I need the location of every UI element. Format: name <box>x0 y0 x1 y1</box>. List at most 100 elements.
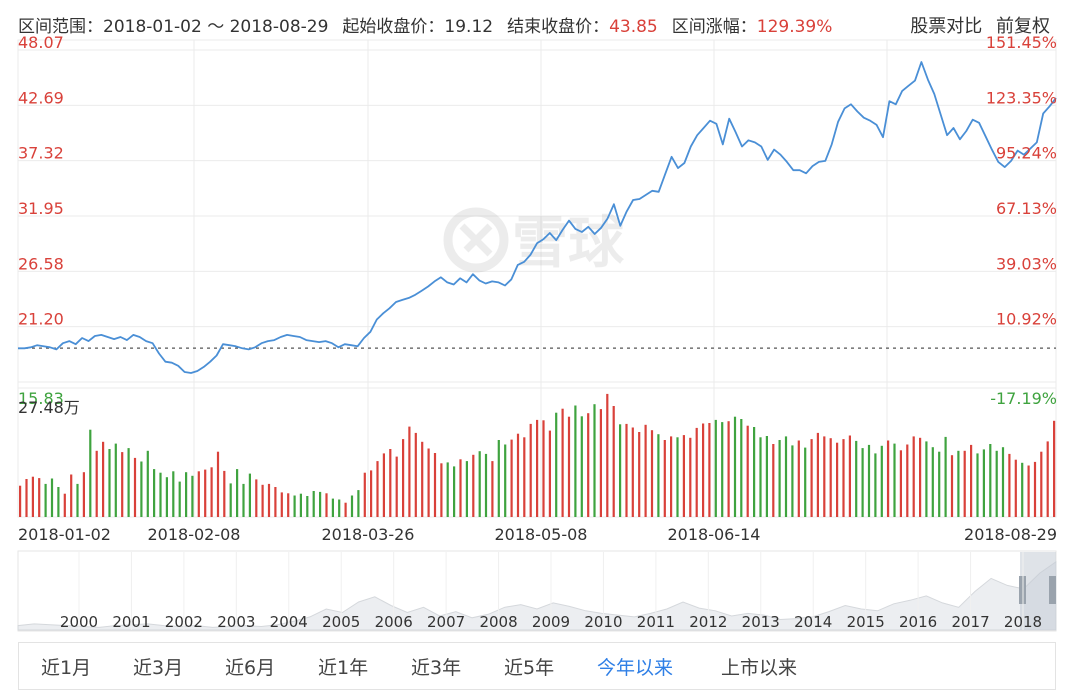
volume-bar <box>402 439 405 517</box>
volume-bar <box>472 454 475 517</box>
volume-max-label: 27.48万 <box>18 398 80 417</box>
volume-bar <box>153 469 156 517</box>
range-tab[interactable]: 近5年 <box>504 657 555 679</box>
overview-year-label: 2009 <box>532 613 570 631</box>
volume-bar <box>778 440 781 517</box>
overview-panel[interactable]: 2000 2001 2002 2003 2004 2005 2006 2007 2008 2009… <box>17 550 1057 632</box>
volume-bar <box>491 461 494 517</box>
volume-bar <box>925 441 928 517</box>
header-actions: 股票对比 前复权 <box>902 12 1050 38</box>
range-tab[interactable]: 近3年 <box>411 657 462 679</box>
volume-bar <box>542 420 545 517</box>
volume-bar <box>567 416 571 517</box>
overview-right-handle[interactable] <box>1049 576 1056 604</box>
volume-bar <box>995 450 998 517</box>
overview-area <box>17 560 1057 631</box>
volume-bar <box>759 437 762 517</box>
volume-bar <box>810 439 813 517</box>
overview-year-label: 2016 <box>899 613 937 631</box>
volume-bar <box>38 478 41 517</box>
volume-bar <box>823 436 826 517</box>
volume-bar <box>963 450 966 517</box>
volume-bar <box>708 423 711 517</box>
volume-bar <box>574 405 577 517</box>
right-tick-label: 123.35% <box>986 88 1057 107</box>
volume-bar <box>408 426 411 517</box>
volume-bar <box>197 471 200 517</box>
left-axis: 48.07 42.69 37.32 31.95 26.58 21.20 15.83 <box>18 33 64 408</box>
overview-year-label: 2013 <box>742 613 780 631</box>
overview-year-label: 2005 <box>322 613 360 631</box>
overview-year-axis: 2000 2001 2002 2003 2004 2005 2006 2007 2008 2009… <box>60 552 1042 631</box>
volume-bar <box>791 445 794 517</box>
volume-bar <box>395 456 398 517</box>
left-tick-label: 31.95 <box>18 199 64 218</box>
volume-bar <box>906 444 909 517</box>
volume-bar <box>331 498 334 517</box>
volume-bar <box>229 483 232 517</box>
overview-year-label: 2011 <box>637 613 675 631</box>
volume-bar <box>82 472 85 517</box>
left-tick-label: 42.69 <box>18 88 64 107</box>
volume-bar <box>70 474 73 517</box>
x-tick-label: 2018-03-26 <box>322 525 415 544</box>
stock-compare-button[interactable]: 股票对比 <box>910 16 983 37</box>
overview-year-label: 2015 <box>847 613 885 631</box>
volume-bar <box>1053 420 1056 517</box>
volume-bar <box>689 437 692 517</box>
volume-bar <box>836 442 839 517</box>
volume-bar <box>133 457 137 517</box>
range-tab[interactable]: 近1年 <box>318 657 369 679</box>
volume-bar <box>625 423 628 517</box>
x-axis: 2018-01-02 2018-02-08 2018-03-26 2018-05-08… <box>18 525 1057 544</box>
volume-bar <box>644 424 647 517</box>
range-tab[interactable]: 近6月 <box>225 657 276 679</box>
left-tick-label: 37.32 <box>18 144 64 163</box>
overview-year-label: 2010 <box>584 613 622 631</box>
right-tick-label: -17.19% <box>990 389 1057 408</box>
range-tab[interactable]: 今年以来 <box>597 657 674 679</box>
range-tab[interactable]: 上市以来 <box>721 657 798 679</box>
volume-bar <box>344 502 347 517</box>
forward-adjust-button[interactable]: 前复权 <box>996 16 1050 37</box>
volume-bar <box>587 413 590 517</box>
volume-bar <box>178 481 181 517</box>
volume-bar <box>95 450 98 517</box>
volume-bar <box>382 453 385 517</box>
range-tabs: 近1月 近3月 近6月 近1年 近3年 近5年 今年以来 上市以来 <box>18 642 1056 690</box>
volume-bar <box>740 419 743 517</box>
volume-bar <box>650 430 654 517</box>
volume-bar <box>274 487 277 517</box>
volume-bar <box>159 472 162 517</box>
volume-bar <box>504 444 507 517</box>
volume-bars <box>19 393 1056 517</box>
right-tick-label: 95.24% <box>996 144 1057 163</box>
overview-year-label: 2006 <box>375 613 413 631</box>
volume-bar <box>612 406 615 517</box>
volume-bar <box>459 459 462 517</box>
volume-bar <box>255 479 258 517</box>
volume-bar <box>484 453 488 517</box>
volume-bar <box>453 466 456 517</box>
volume-bar <box>338 499 341 517</box>
volume-bar <box>1014 459 1017 517</box>
volume-bar <box>293 495 296 517</box>
volume-bar <box>727 421 730 517</box>
volume-bar <box>1033 461 1037 517</box>
range-tab[interactable]: 近3月 <box>133 657 184 679</box>
volume-bar <box>31 476 34 517</box>
volume-bar <box>772 444 775 517</box>
left-tick-label: 26.58 <box>18 254 64 273</box>
volume-bar <box>880 445 883 517</box>
price-line[interactable] <box>18 61 1057 374</box>
range-tab[interactable]: 近1月 <box>41 657 92 679</box>
volume-bar <box>861 448 864 517</box>
volume-bar <box>185 472 188 517</box>
volume-bar <box>848 435 851 517</box>
volume-bar <box>989 444 992 517</box>
x-tick-label: 2018-02-08 <box>148 525 241 544</box>
start-price-label: 起始收盘价： <box>342 17 445 37</box>
volume-bar <box>982 449 985 517</box>
volume-bar <box>938 451 941 517</box>
